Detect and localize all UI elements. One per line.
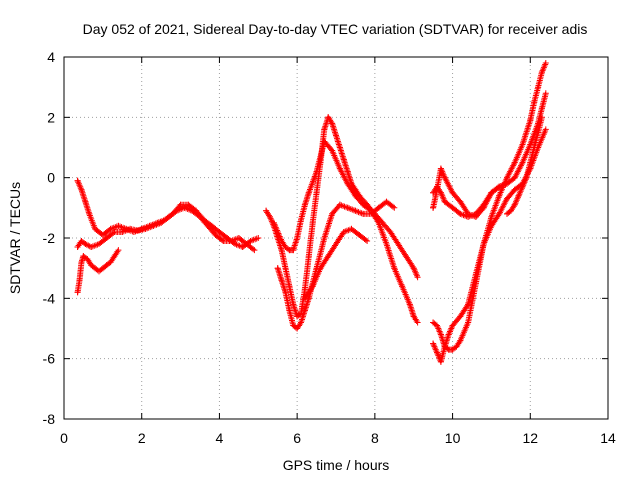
y-tick-label: -6 (43, 351, 56, 367)
y-axis-label: SDTVAR / TECUs (7, 182, 23, 294)
series-track-d (263, 114, 421, 320)
series-track-g (301, 225, 371, 302)
x-tick-label: 14 (600, 430, 616, 446)
x-tick-label: 8 (371, 430, 379, 446)
series-track-i (430, 126, 549, 365)
marker-trail (504, 116, 545, 217)
chart-title: Day 052 of 2021, Sidereal Day-to-day VTE… (83, 21, 588, 37)
marker-trail (301, 225, 369, 302)
y-tick-label: 0 (47, 170, 55, 186)
x-axis-label: GPS time / hours (283, 457, 390, 473)
series-track-a (74, 204, 258, 254)
data-series (74, 60, 549, 365)
series-track-h (430, 60, 549, 353)
y-tick-label: -8 (43, 411, 56, 427)
series-track-k (430, 180, 510, 220)
x-tick-label: 6 (293, 430, 301, 446)
x-tick-label: 10 (445, 430, 461, 446)
y-tick-label: -4 (43, 290, 56, 306)
x-tick-label: 4 (216, 430, 224, 446)
series-track-e (270, 138, 421, 326)
y-tick-label: 2 (47, 109, 55, 125)
marker-trail (74, 177, 260, 250)
axis-ticks: 0 2 4 6 8 10 12 14 -8 -6 -4 -2 0 2 4 (43, 49, 616, 446)
x-tick-label: 2 (138, 430, 146, 446)
marker-trail (270, 138, 420, 324)
marker-trail (263, 114, 420, 320)
marker-trail (430, 181, 509, 220)
grid-lines (64, 57, 608, 419)
marker-trail (74, 204, 257, 253)
x-tick-label: 12 (522, 430, 538, 446)
series-track-l (504, 114, 545, 217)
y-tick-label: -2 (43, 230, 56, 246)
series-track-b (74, 177, 262, 250)
y-tick-label: 4 (47, 49, 55, 65)
marker-trail (74, 248, 121, 296)
x-tick-label: 0 (60, 430, 68, 446)
series-track-c (74, 247, 122, 296)
